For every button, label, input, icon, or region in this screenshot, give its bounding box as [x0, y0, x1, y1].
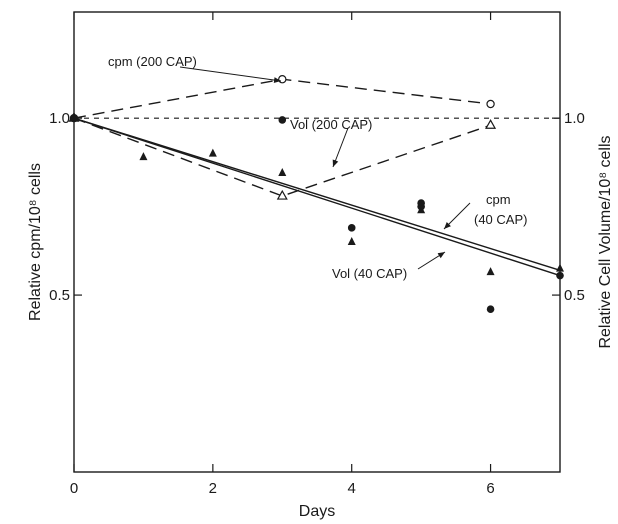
- marker-s3-p1: [139, 152, 148, 161]
- axis-ticks: 0 2 4 6 0.5 1.0 0.5 1.0: [49, 12, 585, 497]
- leader-vol-40: [417, 251, 446, 270]
- annotation-cpm-40: cpm: [486, 192, 511, 207]
- x-tick-label-6: 6: [486, 480, 494, 497]
- series-line-3: [73, 117, 561, 277]
- y-left-tick-label-0.5: 0.5: [49, 287, 70, 304]
- y-left-tick-label-1.0: 1.0: [49, 110, 70, 127]
- marker-s3-p7: [556, 263, 564, 272]
- marker-s3-p3: [278, 168, 287, 177]
- x-tick-label-0: 0: [70, 480, 78, 497]
- y-axis-label-right: Relative Cell Volume/10⁸ cells: [597, 135, 614, 348]
- plot-frame: [73, 11, 561, 473]
- leader-vol-200: [332, 127, 349, 168]
- marker-s0-p1: [278, 75, 287, 84]
- leader-cpm-40: [443, 202, 471, 230]
- marker-s0-p2: [486, 99, 495, 109]
- y-axis-label-left: Relative cpm/10⁸ cells: [27, 163, 44, 321]
- marker-s2-p6: [556, 271, 564, 280]
- y-right-tick-label-1.0: 1.0: [564, 110, 585, 127]
- annotation-40cap: (40 CAP): [474, 212, 527, 227]
- y-right-tick-label-0.5: 0.5: [564, 287, 585, 304]
- x-tick-label-4: 4: [348, 480, 356, 497]
- marker-s3-p5: [417, 205, 426, 214]
- annotation-vol-40: Vol (40 CAP): [332, 266, 407, 281]
- marker-s2-p2: [347, 224, 356, 232]
- marker-s2-p5: [486, 305, 495, 314]
- series-line-0: [73, 78, 491, 119]
- leader-cpm-200: [179, 66, 282, 84]
- marker-s3-p4: [347, 237, 356, 246]
- annotation-vol-200: Vol (200 CAP): [290, 117, 372, 132]
- annotation-leaders: [179, 66, 471, 270]
- series-line-2: [73, 117, 561, 271]
- marker-s3-p2: [208, 148, 217, 157]
- marker-s1-p1: [276, 189, 288, 200]
- marker-s3-p0: [70, 113, 78, 122]
- marker-s2-p1: [278, 116, 287, 124]
- marker-s1-p2: [485, 119, 497, 129]
- x-tick-label-2: 2: [209, 480, 217, 497]
- marker-s3-p6: [486, 267, 495, 276]
- series-line-1: [73, 117, 491, 197]
- annotation-cpm-200: cpm (200 CAP): [108, 54, 197, 69]
- series-lines: [73, 78, 561, 277]
- x-axis-label: Days: [299, 503, 335, 520]
- series-markers: [68, 75, 564, 314]
